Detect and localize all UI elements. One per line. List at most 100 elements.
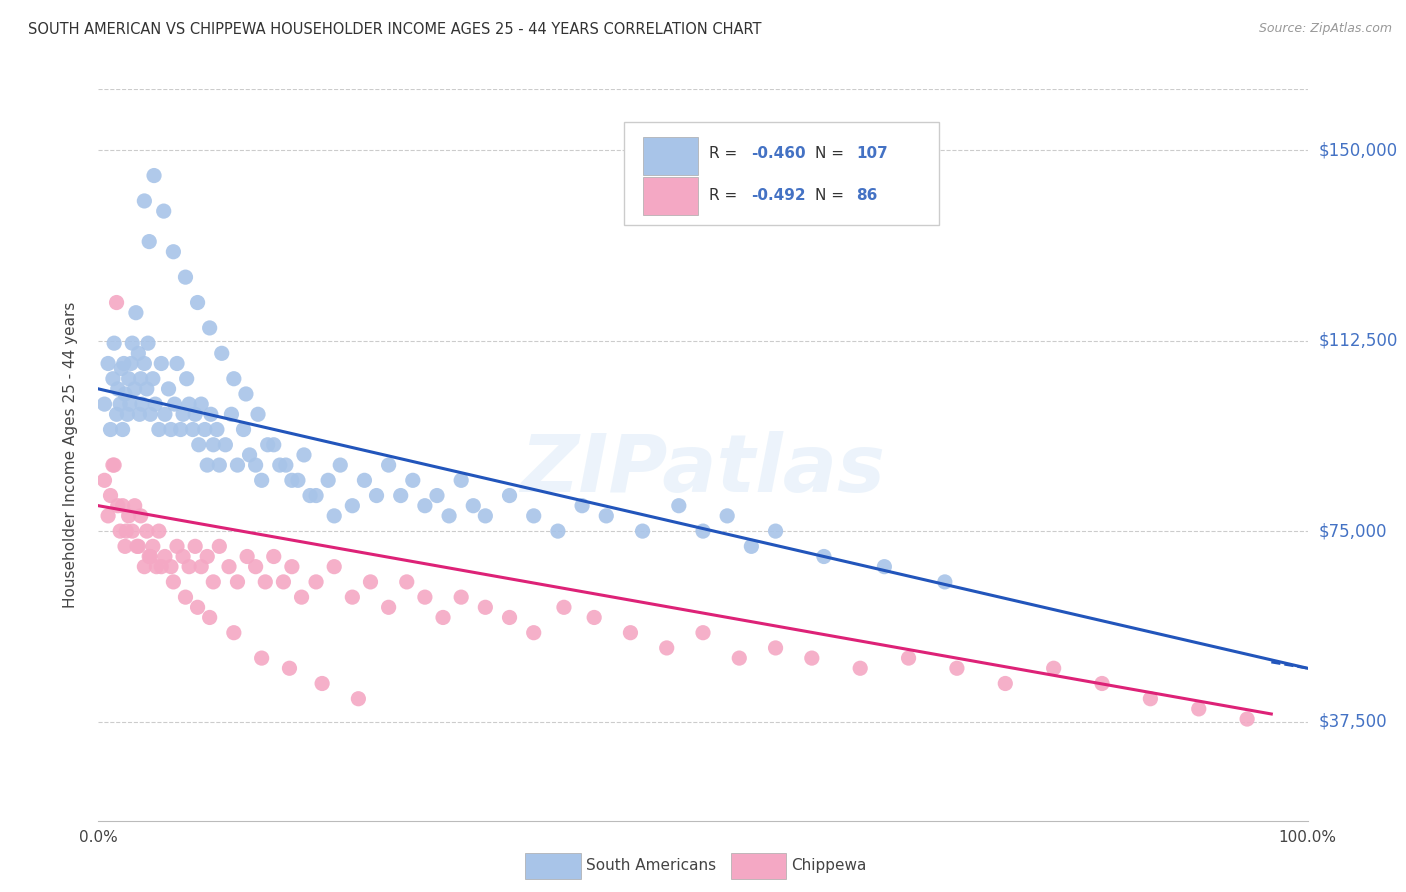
Point [127, 346, 149, 360]
Point [160, 559, 183, 574]
Point [553, 600, 575, 615]
Text: $112,500: $112,500 [1319, 332, 1398, 350]
Point [120, 356, 142, 371]
Point [121, 524, 143, 538]
Point [208, 458, 231, 472]
Text: $150,000: $150,000 [1319, 141, 1398, 159]
Point [190, 397, 212, 411]
Point [100, 489, 122, 503]
Point [166, 356, 188, 371]
Point [143, 169, 166, 183]
Point [523, 508, 546, 523]
Point [413, 499, 436, 513]
Point [162, 574, 184, 589]
Point [125, 306, 148, 320]
Point [138, 549, 160, 564]
Point [172, 549, 194, 564]
Point [181, 423, 204, 437]
Text: -0.460: -0.460 [751, 146, 806, 161]
Point [142, 372, 165, 386]
Point [208, 539, 231, 553]
Point [157, 382, 180, 396]
Point [873, 559, 896, 574]
Point [366, 489, 388, 503]
Point [353, 473, 375, 487]
Point [1139, 691, 1161, 706]
Point [136, 336, 159, 351]
FancyBboxPatch shape [731, 853, 786, 880]
Text: 107: 107 [856, 146, 889, 161]
Point [329, 458, 352, 472]
Point [177, 559, 201, 574]
Point [103, 458, 125, 472]
Point [897, 651, 920, 665]
Point [114, 539, 136, 553]
Point [311, 676, 333, 690]
Point [198, 321, 221, 335]
Point [432, 610, 454, 624]
Point [547, 524, 569, 538]
Point [138, 235, 160, 249]
Point [200, 407, 222, 421]
Point [498, 489, 520, 503]
FancyBboxPatch shape [526, 853, 581, 880]
Point [121, 336, 143, 351]
Point [619, 625, 641, 640]
Point [150, 356, 173, 371]
Point [100, 423, 122, 437]
Text: R =: R = [709, 188, 742, 203]
Point [134, 194, 156, 208]
Point [135, 524, 157, 538]
Text: 86: 86 [856, 188, 877, 203]
Point [129, 372, 152, 386]
Point [127, 539, 149, 553]
Point [298, 489, 321, 503]
FancyBboxPatch shape [643, 136, 699, 175]
Point [765, 640, 787, 655]
Point [152, 204, 174, 219]
Text: ZIPatlas: ZIPatlas [520, 431, 886, 508]
Point [134, 559, 156, 574]
Point [172, 407, 194, 421]
Point [97, 508, 120, 523]
Point [450, 590, 472, 604]
Point [129, 508, 152, 523]
Point [232, 423, 254, 437]
Point [124, 382, 146, 396]
Point [450, 473, 472, 487]
Point [239, 448, 262, 462]
Point [174, 270, 197, 285]
Point [143, 397, 166, 411]
Point [124, 499, 146, 513]
Point [571, 499, 593, 513]
Point [377, 458, 399, 472]
Point [131, 397, 153, 411]
Point [256, 438, 278, 452]
Point [107, 499, 129, 513]
Point [107, 382, 129, 396]
Point [134, 356, 156, 371]
Point [108, 397, 131, 411]
Point [254, 574, 277, 589]
Text: -0.492: -0.492 [751, 188, 806, 203]
Point [222, 625, 245, 640]
Point [498, 610, 520, 624]
Point [389, 489, 412, 503]
Point [118, 508, 141, 523]
Point [250, 651, 273, 665]
Point [305, 489, 328, 503]
Point [148, 524, 170, 538]
Point [402, 473, 425, 487]
Point [145, 559, 167, 574]
Point [1236, 712, 1258, 726]
Point [377, 600, 399, 615]
Point [176, 372, 198, 386]
Point [205, 423, 228, 437]
Text: Source: ZipAtlas.com: Source: ZipAtlas.com [1258, 22, 1392, 36]
Point [281, 559, 304, 574]
Point [93, 397, 115, 411]
Point [103, 336, 125, 351]
Y-axis label: Householder Income Ages 25 - 44 years: Householder Income Ages 25 - 44 years [63, 301, 77, 608]
Point [413, 590, 436, 604]
Point [187, 600, 209, 615]
